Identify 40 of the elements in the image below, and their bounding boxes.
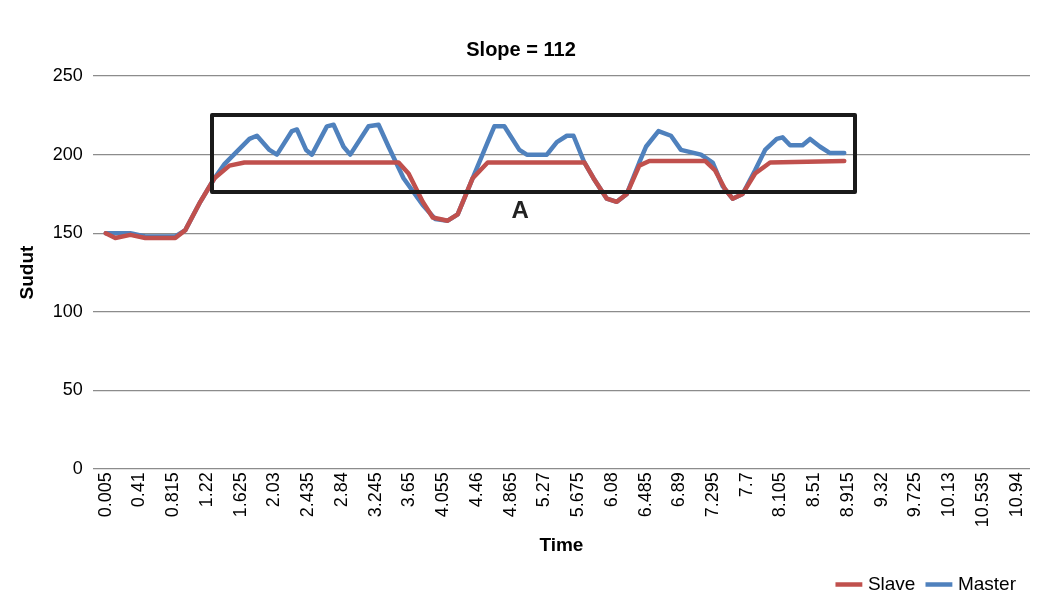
x-tick-label: 9.32 xyxy=(870,472,891,508)
x-tick-label: 0.005 xyxy=(94,472,115,518)
x-tick-label: 0.41 xyxy=(128,472,149,508)
chart-title: Slope = 112 xyxy=(466,37,576,60)
x-tick-label: 6.89 xyxy=(668,472,689,508)
x-tick-label: 4.055 xyxy=(432,472,453,518)
y-tick-label: 50 xyxy=(62,379,83,400)
x-tick-label: 10.94 xyxy=(1005,472,1026,518)
x-tick-label: 10.13 xyxy=(938,472,959,518)
x-tick-label: 0.815 xyxy=(162,472,183,518)
x-tick-label: 1.625 xyxy=(229,472,250,518)
x-tick-label: 2.435 xyxy=(297,472,318,518)
x-tick-label: 8.915 xyxy=(836,472,857,518)
x-tick-label: 4.46 xyxy=(465,472,486,508)
y-tick-label: 250 xyxy=(52,64,83,85)
x-tick-label: 5.27 xyxy=(533,472,554,508)
x-tick-label: 6.485 xyxy=(634,472,655,518)
x-tick-label: 3.65 xyxy=(398,472,419,508)
legend-label: Master xyxy=(957,572,1017,594)
x-tick-label: 1.22 xyxy=(195,472,216,508)
legend-label: Slave xyxy=(867,572,916,594)
annotation: A xyxy=(511,196,529,224)
x-tick-label: 10.535 xyxy=(971,472,992,528)
x-tick-label: 8.51 xyxy=(803,472,824,508)
x-axis-title: Time xyxy=(539,533,584,555)
y-tick-label: 150 xyxy=(52,222,83,243)
x-tick-label: 3.245 xyxy=(364,472,385,518)
y-tick-label: 0 xyxy=(72,458,83,479)
x-tick-label: 8.105 xyxy=(769,472,790,518)
y-tick-label: 200 xyxy=(52,143,83,164)
x-tick-label: 9.725 xyxy=(904,472,925,518)
y-axis-title: Sudut xyxy=(15,245,37,300)
x-tick-label: 5.675 xyxy=(567,472,588,518)
x-tick-label: 2.03 xyxy=(263,472,284,508)
x-tick-label: 6.08 xyxy=(600,472,621,508)
x-tick-label: 4.865 xyxy=(499,472,520,518)
y-tick-label: 100 xyxy=(52,300,83,321)
x-tick-label: 7.295 xyxy=(702,472,722,518)
x-tick-label: 7.7 xyxy=(735,472,756,498)
x-tick-label: 2.84 xyxy=(330,472,351,508)
